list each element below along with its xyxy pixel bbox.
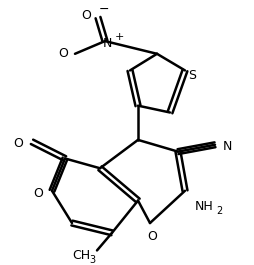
Text: O: O (147, 230, 157, 243)
Text: N: N (102, 37, 112, 50)
Text: NH: NH (195, 200, 214, 213)
Text: O: O (33, 187, 43, 200)
Text: +: + (114, 32, 124, 42)
Text: CH: CH (72, 249, 90, 262)
Text: O: O (13, 137, 23, 150)
Text: −: − (99, 3, 109, 16)
Text: N: N (223, 140, 232, 153)
Text: 3: 3 (89, 255, 95, 265)
Text: O: O (81, 9, 91, 22)
Text: 2: 2 (216, 206, 222, 216)
Text: S: S (188, 69, 196, 82)
Text: O: O (58, 47, 68, 60)
